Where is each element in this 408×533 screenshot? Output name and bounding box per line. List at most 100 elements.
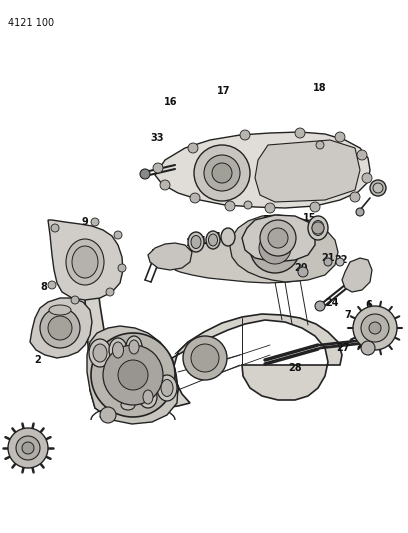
Text: 16: 16 [164,97,178,107]
Text: 14: 14 [263,215,277,225]
Text: 26: 26 [356,340,370,350]
Circle shape [315,301,325,311]
Circle shape [118,360,148,390]
Polygon shape [230,215,338,282]
Text: 6: 6 [366,300,373,310]
Circle shape [114,231,122,239]
Circle shape [369,322,381,334]
Circle shape [103,345,163,405]
Circle shape [212,163,232,183]
Ellipse shape [139,386,157,408]
Ellipse shape [191,236,201,248]
Circle shape [250,223,300,273]
Circle shape [40,308,80,348]
Text: 21: 21 [321,253,335,263]
Ellipse shape [221,228,235,246]
Text: 13: 13 [215,232,229,242]
Circle shape [324,258,332,266]
Ellipse shape [188,232,204,252]
Text: 7: 7 [345,310,351,320]
Text: 9: 9 [82,217,89,227]
Circle shape [361,341,375,355]
Polygon shape [48,220,123,300]
Circle shape [91,218,99,226]
Text: 23: 23 [348,267,362,277]
Circle shape [51,224,59,232]
Ellipse shape [161,379,173,397]
Circle shape [204,155,240,191]
Text: 18: 18 [313,83,327,93]
Circle shape [312,222,324,234]
Circle shape [22,442,34,454]
Circle shape [260,220,296,256]
Text: 17: 17 [217,86,231,96]
Ellipse shape [208,234,217,246]
Ellipse shape [121,400,135,410]
Polygon shape [30,298,92,358]
Text: 20: 20 [294,263,308,273]
Circle shape [356,208,364,216]
Circle shape [191,344,219,372]
Ellipse shape [66,239,104,285]
Ellipse shape [126,336,142,358]
Polygon shape [155,132,370,208]
Ellipse shape [206,231,220,249]
Ellipse shape [49,305,71,315]
Ellipse shape [157,375,177,401]
Circle shape [370,180,386,196]
Circle shape [8,428,48,468]
Text: 12: 12 [200,236,214,246]
Polygon shape [175,233,318,283]
Circle shape [310,202,320,212]
Ellipse shape [72,246,98,278]
Ellipse shape [312,221,324,236]
Text: 3: 3 [97,350,103,360]
Circle shape [336,258,344,266]
Circle shape [48,281,56,289]
Ellipse shape [89,339,111,367]
Circle shape [362,173,372,183]
Polygon shape [342,258,372,292]
Circle shape [183,336,227,380]
Text: 4121 100: 4121 100 [8,18,54,28]
Text: 30: 30 [136,390,150,400]
Circle shape [265,203,275,213]
Circle shape [71,296,79,304]
Polygon shape [255,140,360,202]
Circle shape [153,163,163,173]
Text: 33: 33 [150,133,164,143]
Circle shape [225,201,235,211]
Circle shape [361,314,389,342]
Text: 29: 29 [156,380,170,390]
Text: 32: 32 [98,410,112,420]
Circle shape [190,193,200,203]
Circle shape [316,141,324,149]
Text: 28: 28 [288,363,302,373]
Circle shape [335,132,345,142]
Text: 4: 4 [115,347,121,357]
Circle shape [259,232,291,264]
Ellipse shape [308,216,328,240]
Text: 1: 1 [13,450,20,460]
Ellipse shape [143,390,153,404]
Circle shape [48,316,72,340]
Circle shape [353,306,397,350]
Ellipse shape [129,340,139,354]
Text: 31: 31 [117,397,131,407]
Text: 24: 24 [325,298,339,308]
Circle shape [106,288,114,296]
Circle shape [357,150,367,160]
Circle shape [140,169,150,179]
Circle shape [298,267,308,277]
Text: 10: 10 [151,249,165,259]
Circle shape [100,407,116,423]
Text: 11: 11 [186,238,200,248]
Text: 8: 8 [40,282,47,292]
Circle shape [268,228,288,248]
Text: 2: 2 [35,355,41,365]
Polygon shape [242,215,315,262]
Ellipse shape [113,342,124,358]
Polygon shape [148,243,192,270]
Text: 27: 27 [336,343,350,353]
Text: 25: 25 [376,315,390,325]
